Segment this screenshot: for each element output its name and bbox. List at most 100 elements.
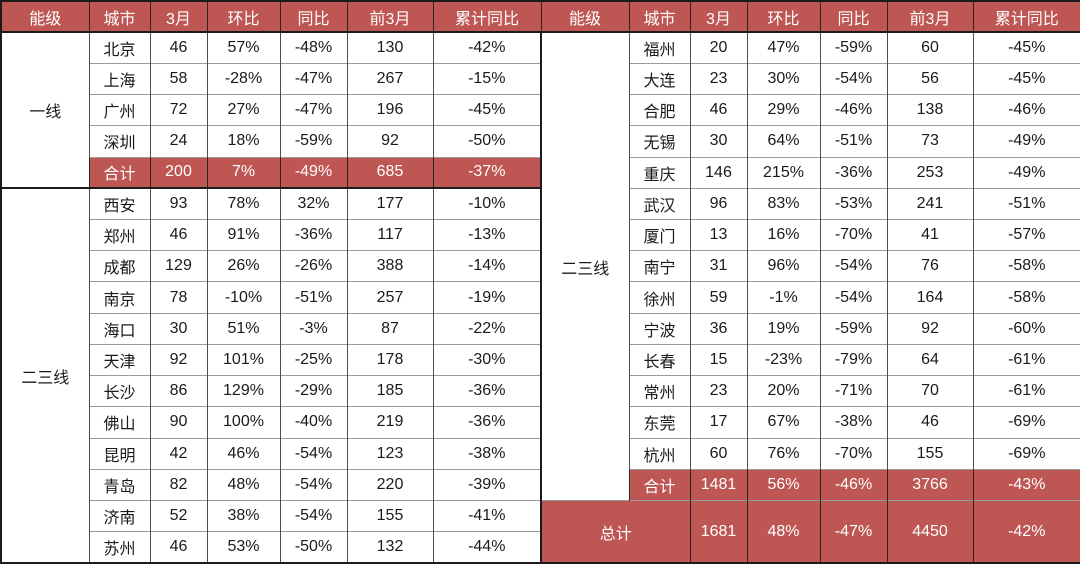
value-cell: -45% xyxy=(972,62,1080,95)
value-cell: 47% xyxy=(746,31,820,64)
value-cell: 196 xyxy=(346,94,433,126)
value-cell: -42% xyxy=(972,500,1080,563)
value-cell: 72 xyxy=(149,94,207,126)
value-cell: 92 xyxy=(886,312,973,345)
table-row: 深圳 24 18% -59% 92 -50% 无锡 30 64% -51% 73… xyxy=(1,125,1080,158)
table-row: 海口 30 51% -3% 87 -22% 宁波 36 19% -59% 92 … xyxy=(1,312,1080,345)
value-cell: 4450 xyxy=(886,500,973,563)
value-cell: 64 xyxy=(886,343,973,376)
value-cell: 19% xyxy=(746,312,820,345)
city-cell: 成都 xyxy=(88,250,150,282)
value-cell: -79% xyxy=(819,343,887,376)
value-cell: -69% xyxy=(972,437,1080,470)
city-cell: 常州 xyxy=(628,375,690,407)
value-cell: 18% xyxy=(206,125,280,158)
value-cell: 78% xyxy=(206,187,280,220)
value-cell: 91% xyxy=(206,219,280,251)
value-cell: 87 xyxy=(346,312,433,345)
value-cell: 29% xyxy=(746,94,820,126)
tier-cell-left-tier1: 一线 xyxy=(0,31,89,189)
subtotal-label-cell: 合计 xyxy=(88,156,150,189)
header-cell: 3月 xyxy=(149,1,207,34)
header-row: 能级 城市 3月 环比 同比 前3月 累计同比 能级 城市 3月 环比 同比 前… xyxy=(0,1,1080,34)
value-cell: 46 xyxy=(149,219,207,251)
value-cell: 129 xyxy=(149,250,207,282)
city-cell: 广州 xyxy=(88,94,150,126)
value-cell: 1681 xyxy=(689,500,747,563)
city-cell: 长沙 xyxy=(88,375,150,407)
table-row: 上海 58 -28% -47% 267 -15% 大连 23 30% -54% … xyxy=(1,62,1080,95)
value-cell: -43% xyxy=(972,468,1080,501)
value-cell: -61% xyxy=(972,343,1080,376)
value-cell: 51% xyxy=(206,312,280,345)
table-row: 长沙 86 129% -29% 185 -36% 常州 23 20% -71% … xyxy=(1,375,1080,407)
table-row: 成都 129 26% -26% 388 -14% 南宁 31 96% -54% … xyxy=(1,250,1080,282)
city-cell: 杭州 xyxy=(628,437,690,470)
value-cell: -38% xyxy=(432,437,541,470)
value-cell: 41 xyxy=(886,219,973,251)
value-cell: -45% xyxy=(972,31,1080,64)
value-cell: 200 xyxy=(149,156,207,189)
value-cell: -54% xyxy=(819,62,887,95)
value-cell: 76 xyxy=(886,250,973,282)
value-cell: -54% xyxy=(819,281,887,314)
value-cell: -70% xyxy=(819,437,887,470)
header-cell: 同比 xyxy=(279,1,347,34)
header-cell: 能级 xyxy=(0,1,89,34)
city-cell: 天津 xyxy=(88,343,150,376)
value-cell: -19% xyxy=(432,281,541,314)
value-cell: 59 xyxy=(689,281,747,314)
value-cell: 53% xyxy=(206,531,280,563)
city-cell: 济南 xyxy=(88,499,150,532)
value-cell: -30% xyxy=(432,343,541,376)
value-cell: -60% xyxy=(972,312,1080,345)
value-cell: 92 xyxy=(346,125,433,158)
value-cell: 57% xyxy=(206,31,280,64)
value-cell: 46 xyxy=(689,94,747,126)
value-cell: 219 xyxy=(346,406,433,439)
city-cell: 大连 xyxy=(628,62,690,95)
value-cell: 46% xyxy=(206,437,280,470)
value-cell: 1481 xyxy=(689,468,747,501)
value-cell: -44% xyxy=(432,531,541,563)
city-cell: 南京 xyxy=(88,281,150,314)
value-cell: -10% xyxy=(432,187,541,220)
value-cell: 46 xyxy=(149,531,207,563)
value-cell: 56% xyxy=(746,468,820,501)
value-cell: -36% xyxy=(279,219,347,251)
value-cell: 23 xyxy=(689,62,747,95)
header-cell: 城市 xyxy=(88,1,150,34)
city-cell: 佛山 xyxy=(88,406,150,439)
table-row: 昆明 42 46% -54% 123 -38% 杭州 60 76% -70% 1… xyxy=(1,437,1080,470)
value-cell: -25% xyxy=(279,343,347,376)
value-cell: 129% xyxy=(206,375,280,407)
value-cell: -42% xyxy=(432,31,541,64)
value-cell: -49% xyxy=(972,125,1080,158)
value-cell: -41% xyxy=(432,499,541,532)
table-row: 一线 北京 46 57% -48% 130 -42% 二三线 福州 20 47%… xyxy=(0,31,1080,501)
value-cell: 101% xyxy=(206,343,280,376)
value-cell: -48% xyxy=(279,31,347,64)
value-cell: 64% xyxy=(746,125,820,158)
header-cell: 累计同比 xyxy=(432,1,541,34)
value-cell: -36% xyxy=(432,375,541,407)
value-cell: 24 xyxy=(149,125,207,158)
value-cell: -36% xyxy=(432,406,541,439)
value-cell: -54% xyxy=(279,499,347,532)
value-cell: 96% xyxy=(746,250,820,282)
value-cell: 257 xyxy=(346,281,433,314)
value-cell: -39% xyxy=(432,468,541,501)
value-cell: 100% xyxy=(206,406,280,439)
value-cell: 138 xyxy=(886,94,973,126)
value-cell: -58% xyxy=(972,250,1080,282)
grand-total-label-cell: 总计 xyxy=(540,500,690,563)
value-cell: -14% xyxy=(432,250,541,282)
value-cell: 130 xyxy=(346,31,433,64)
value-cell: -37% xyxy=(432,156,541,189)
city-cell: 苏州 xyxy=(88,531,150,563)
value-cell: -36% xyxy=(819,156,887,189)
value-cell: 76% xyxy=(746,437,820,470)
value-cell: -46% xyxy=(819,468,887,501)
header-cell: 环比 xyxy=(746,1,820,34)
